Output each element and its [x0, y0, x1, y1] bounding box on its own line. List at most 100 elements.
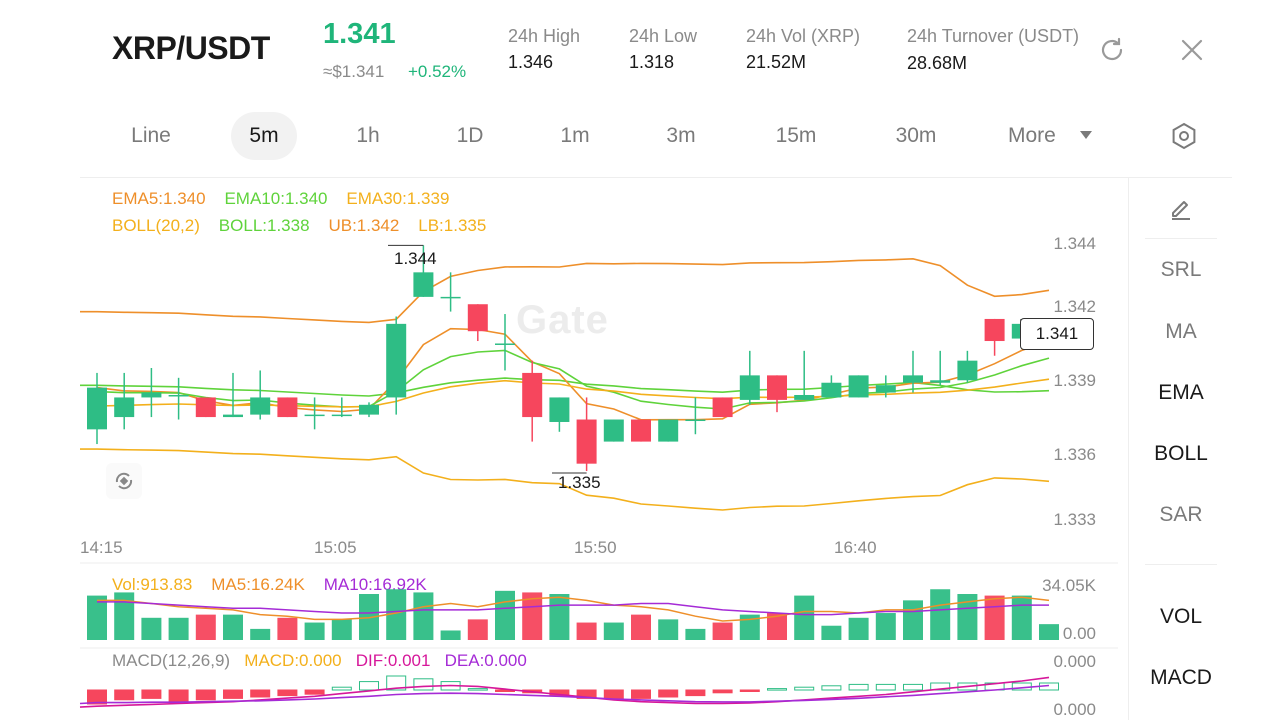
macd-hist-bar [794, 686, 815, 691]
tab-3m[interactable]: 3m [666, 124, 696, 147]
stat-turnover: 24h Turnover (USDT) 28.68M [907, 26, 1085, 74]
volume-bar [685, 628, 706, 640]
legend-macd: MACD:0.000 [244, 651, 342, 670]
macd-dif-line [79, 676, 1050, 708]
candle-body [250, 397, 271, 415]
macd-hist-bar [848, 683, 869, 691]
indicator-boll[interactable]: BOLL [1154, 442, 1208, 465]
macd-hist-bar [495, 689, 515, 692]
price-tick: 1.333 [1053, 510, 1096, 529]
low-marker-label: 1.335 [558, 473, 601, 492]
stat-high-value: 1.346 [508, 52, 554, 72]
macd-dea-line [79, 684, 1050, 705]
tab-line[interactable]: Line [131, 124, 171, 147]
legend-lb: LB:1.335 [418, 216, 487, 235]
reset-view-icon[interactable] [106, 463, 142, 499]
macd-hist-bar [984, 682, 1005, 691]
candle-body [739, 375, 760, 400]
draw-pencil-icon[interactable] [1163, 190, 1199, 226]
tab-15m[interactable]: 15m [775, 124, 817, 147]
boll-legend: BOLL(20,2) BOLL:1.338 UB:1.342 LB:1.335 [112, 216, 486, 236]
price-tick: 1.342 [1053, 297, 1096, 316]
macd-hist-bar [930, 682, 951, 691]
macd-hist-bar [603, 689, 624, 699]
tab-30m[interactable]: 30m [895, 124, 937, 147]
stat-turnover-label: 24h Turnover (USDT) [907, 26, 1080, 46]
vol-tick: 34.05K [1042, 576, 1096, 595]
candle-body [495, 343, 515, 345]
volume-bar [957, 594, 978, 640]
close-icon[interactable] [1174, 32, 1210, 68]
volume-bar [767, 613, 787, 640]
indicator-macd[interactable]: MACD [1150, 666, 1212, 689]
price-tick: 1.339 [1053, 371, 1096, 390]
vol-tick: 0.00 [1062, 624, 1096, 643]
indicator-srl[interactable]: SRL [1160, 258, 1202, 281]
macd-hist-bar [903, 683, 923, 691]
candle-body [821, 382, 842, 398]
macd-hist-bar [223, 689, 243, 699]
volume-bar [603, 622, 624, 640]
approx-usd-price: ≈$1.341 [323, 62, 385, 81]
macd-hist-bar [739, 689, 760, 692]
volume-bar [440, 630, 461, 640]
macd-hist-bar [875, 683, 896, 691]
candle-body [168, 394, 189, 397]
macd-hist-bar [957, 682, 978, 691]
macd-tick: 0.000 [1053, 652, 1096, 671]
tab-1h[interactable]: 1h [356, 124, 380, 147]
indicator-sar[interactable]: SAR [1159, 503, 1203, 526]
panel-divider [1145, 564, 1217, 565]
candle-body [875, 385, 896, 393]
volume-bar [331, 619, 352, 640]
macd-hist-bar [712, 689, 733, 694]
macd-hist-bar [549, 689, 570, 697]
macd-tick: 0.000 [1053, 700, 1096, 719]
volume-bar [87, 595, 107, 640]
legend-boll: BOLL:1.338 [218, 216, 310, 235]
indicator-vol[interactable]: VOL [1159, 605, 1203, 628]
tab-1m[interactable]: 1m [560, 124, 590, 147]
volume-bar [930, 589, 951, 640]
candle-body [522, 372, 543, 418]
tab-1d[interactable]: 1D [456, 124, 484, 147]
candle-body [576, 419, 597, 464]
legend-macd-params: MACD(12,26,9) [112, 651, 231, 670]
candle-body [386, 323, 407, 398]
chevron-down-icon [1080, 131, 1092, 139]
macd-hist-bar [141, 689, 162, 699]
indicator-ema[interactable]: EMA [1158, 381, 1204, 404]
legend-ema30: EMA30:1.339 [346, 189, 450, 208]
indicator-ma[interactable]: MA [1165, 320, 1197, 343]
time-tick: 15:50 [574, 538, 617, 557]
candle-body [903, 375, 923, 383]
macd-hist-bar [1011, 682, 1032, 691]
candle-body [277, 397, 298, 418]
candle-body [331, 414, 352, 417]
toolbar-divider [80, 177, 1232, 178]
tab-5m[interactable]: 5m [231, 112, 297, 160]
legend-dea: DEA:0.000 [444, 651, 527, 670]
high-marker-label: 1.344 [394, 249, 437, 268]
macd-hist-bar [114, 689, 135, 701]
candle-body [440, 296, 461, 299]
macd-hist-bar [522, 689, 543, 694]
volume-bar [875, 613, 896, 640]
volume-bar [359, 594, 379, 640]
boll-mid-line [80, 377, 1050, 397]
volume-bar [495, 590, 515, 640]
legend-ema5: EMA5:1.340 [112, 189, 206, 208]
vol-ma5-line [97, 596, 1050, 622]
volume-bar [386, 589, 407, 640]
price-tick: 1.336 [1053, 445, 1096, 464]
refresh-icon[interactable] [1094, 32, 1130, 68]
volume-bar [522, 592, 543, 640]
macd-hist-bar [87, 689, 107, 705]
volume-bar [114, 592, 135, 640]
tab-more[interactable]: More [1008, 112, 1078, 160]
candle-body [794, 394, 815, 400]
volume-bar [413, 592, 434, 640]
candle-body [413, 272, 434, 297]
kline-chart[interactable] [0, 0, 1128, 720]
chart-settings-icon[interactable] [1166, 118, 1202, 154]
